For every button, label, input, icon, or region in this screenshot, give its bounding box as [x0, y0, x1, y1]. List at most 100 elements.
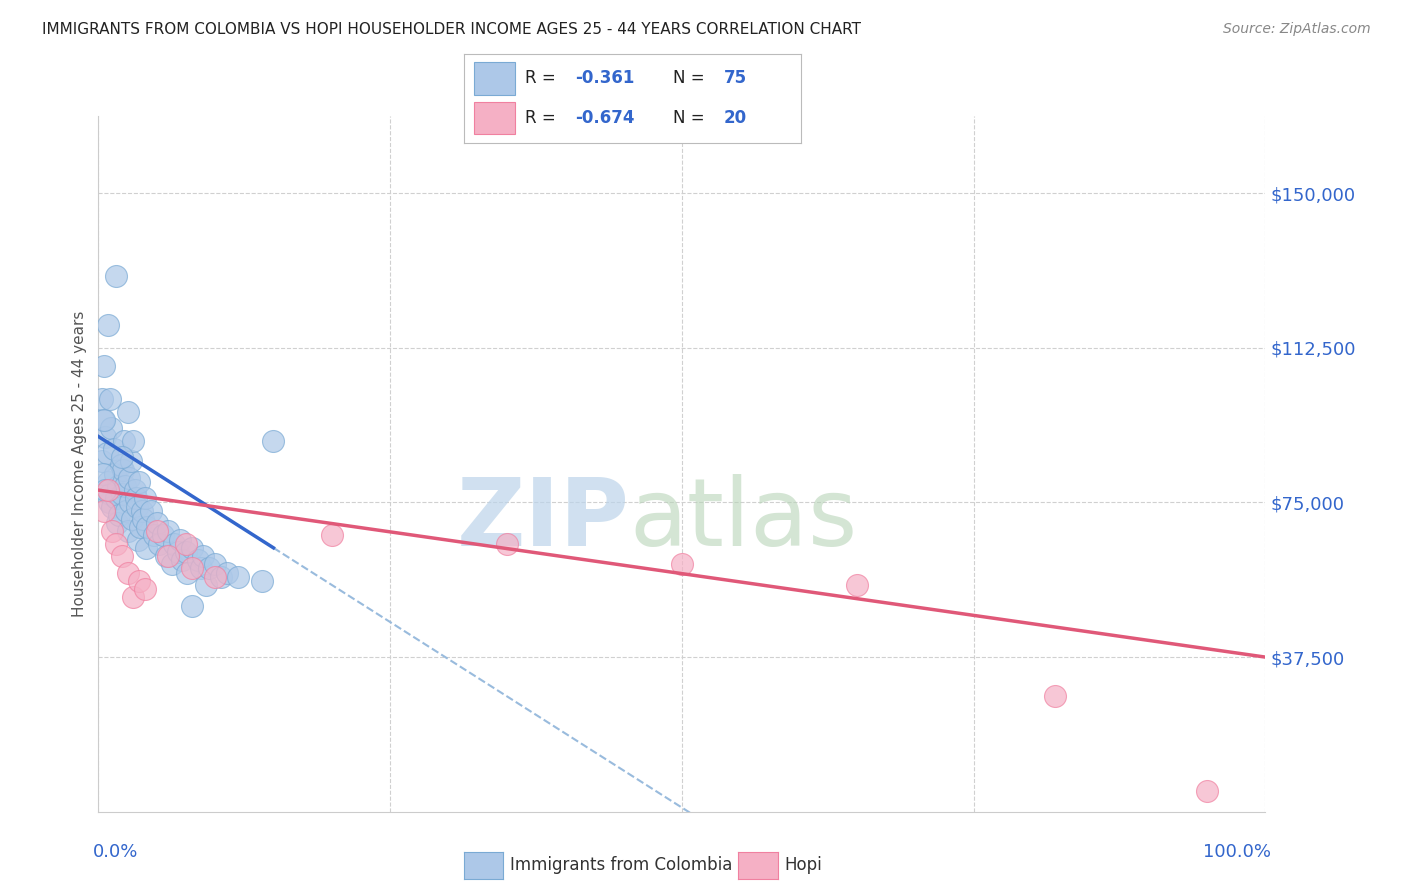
Point	[166, 545, 188, 559]
Point	[98, 487, 121, 501]
Point	[180, 599, 202, 613]
Text: Source: ZipAtlas.com: Source: ZipAtlas.com	[1223, 22, 1371, 37]
Point	[111, 462, 134, 476]
Point	[172, 553, 194, 567]
Point	[124, 483, 146, 497]
Point	[160, 558, 183, 572]
Text: Hopi: Hopi	[785, 856, 823, 874]
Point	[845, 578, 868, 592]
Point	[100, 421, 122, 435]
Text: ZIP: ZIP	[457, 474, 630, 566]
Point	[148, 537, 170, 551]
Point	[157, 524, 180, 539]
Text: R =: R =	[524, 70, 561, 87]
Point	[90, 392, 112, 407]
Point	[204, 558, 226, 572]
Point	[117, 566, 139, 580]
Point	[91, 413, 114, 427]
Point	[215, 566, 238, 580]
Point	[146, 524, 169, 539]
Point	[129, 520, 152, 534]
Point	[671, 558, 693, 572]
Text: atlas: atlas	[630, 474, 858, 566]
Text: N =: N =	[673, 109, 710, 127]
Point	[228, 570, 250, 584]
Point	[110, 458, 132, 473]
Point	[93, 504, 115, 518]
Point	[136, 520, 159, 534]
Point	[180, 541, 202, 555]
Text: 20: 20	[724, 109, 747, 127]
Point	[180, 561, 202, 575]
Point	[321, 528, 343, 542]
Point	[114, 479, 136, 493]
Point	[101, 500, 124, 514]
Point	[121, 512, 143, 526]
Point	[118, 495, 141, 509]
Point	[169, 533, 191, 547]
Point	[174, 545, 197, 559]
Text: N =: N =	[673, 70, 710, 87]
Point	[104, 467, 127, 481]
Text: 75: 75	[724, 70, 747, 87]
Point	[122, 434, 145, 448]
Point	[176, 566, 198, 580]
Point	[125, 500, 148, 514]
Point	[187, 553, 209, 567]
Point	[104, 268, 127, 283]
Text: 100.0%: 100.0%	[1204, 843, 1271, 861]
Point	[122, 591, 145, 605]
FancyBboxPatch shape	[474, 102, 515, 134]
Point	[105, 516, 128, 530]
Point	[209, 570, 232, 584]
Point	[117, 524, 139, 539]
Point	[194, 578, 217, 592]
Point	[125, 491, 148, 506]
Text: Immigrants from Colombia: Immigrants from Colombia	[510, 856, 733, 874]
Point	[111, 549, 134, 563]
Point	[107, 479, 129, 493]
Point	[128, 574, 150, 588]
Text: IMMIGRANTS FROM COLOMBIA VS HOPI HOUSEHOLDER INCOME AGES 25 - 44 YEARS CORRELATI: IMMIGRANTS FROM COLOMBIA VS HOPI HOUSEHO…	[42, 22, 862, 37]
Point	[120, 454, 142, 468]
Point	[1045, 690, 1067, 704]
Point	[104, 491, 127, 506]
Point	[128, 475, 150, 489]
Point	[98, 392, 121, 407]
Point	[101, 524, 124, 539]
Point	[134, 582, 156, 596]
Point	[134, 491, 156, 506]
Point	[112, 434, 135, 448]
Point	[250, 574, 273, 588]
Point	[108, 508, 131, 522]
Point	[94, 483, 117, 497]
Point	[135, 541, 157, 555]
Point	[93, 413, 115, 427]
Point	[97, 318, 120, 333]
Text: -0.361: -0.361	[575, 70, 634, 87]
Point	[204, 570, 226, 584]
Point	[193, 549, 215, 563]
Point	[97, 483, 120, 497]
Point	[495, 537, 517, 551]
Text: 0.0%: 0.0%	[93, 843, 138, 861]
Point	[90, 454, 112, 468]
Point	[131, 504, 153, 518]
Point	[1195, 784, 1218, 798]
Point	[132, 512, 155, 526]
Point	[104, 537, 127, 551]
Point	[127, 533, 149, 547]
Point	[157, 549, 180, 563]
Point	[94, 429, 117, 443]
Point	[96, 446, 118, 460]
Point	[190, 561, 212, 575]
Point	[118, 471, 141, 485]
Point	[97, 495, 120, 509]
Point	[146, 516, 169, 530]
Point	[152, 528, 174, 542]
Point	[163, 537, 186, 551]
FancyBboxPatch shape	[474, 62, 515, 95]
Point	[143, 528, 166, 542]
Point	[174, 537, 197, 551]
Point	[117, 405, 139, 419]
